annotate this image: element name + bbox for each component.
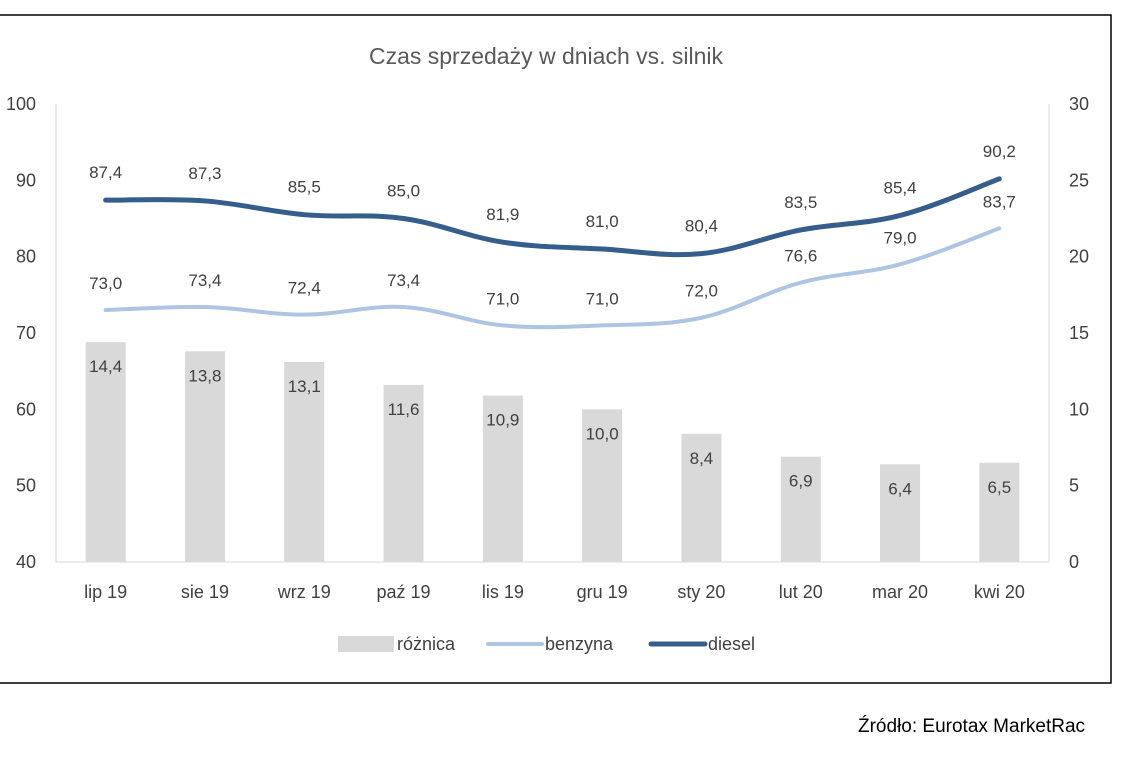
chart-border xyxy=(0,14,1112,684)
left-axis-tick-label: 90 xyxy=(16,170,36,190)
line-diesel xyxy=(103,176,1002,258)
x-axis-tick-label: wrz 19 xyxy=(277,582,331,602)
line-data-label-benzyna: 72,4 xyxy=(288,279,321,298)
x-axis-tick-label: paź 19 xyxy=(377,582,431,602)
bar-data-label: 11,6 xyxy=(388,400,420,419)
bar-roznica xyxy=(482,395,523,562)
right-axis-tick-label: 0 xyxy=(1069,552,1079,572)
bar-series-roznica xyxy=(85,342,1020,562)
bar-data-label: 13,8 xyxy=(188,366,221,385)
right-axis-tick-label: 15 xyxy=(1069,323,1089,343)
bar-roznica xyxy=(383,384,424,562)
left-axis-tick-label: 50 xyxy=(16,476,36,496)
line-data-label-diesel: 81,9 xyxy=(486,205,519,224)
left-axis-tick-label: 40 xyxy=(16,552,36,572)
data-labels: 14,4 13,8 13,1 11,6 10,9 10,0 8,4 6,9 6,4 6,5 73,0… xyxy=(89,142,1016,498)
bar-data-label: 6,5 xyxy=(988,478,1012,497)
legend-label-benzyna: benzyna xyxy=(545,634,614,654)
x-axis-tick-label: lip 19 xyxy=(84,582,127,602)
line-data-label-benzyna: 71,0 xyxy=(486,289,519,308)
line-data-label-diesel: 83,5 xyxy=(784,193,817,212)
legend-label-diesel: diesel xyxy=(708,634,755,654)
line-benzyna xyxy=(103,226,1002,330)
x-axis-ticks: lip 19 sie 19 wrz 19 paź 19 lis 19 gru 19 sty … xyxy=(84,582,1025,602)
left-axis-tick-label: 70 xyxy=(16,323,36,343)
line-data-label-diesel: 81,0 xyxy=(586,212,619,231)
right-axis-ticks: 0 5 10 15 20 25 30 xyxy=(1069,94,1089,572)
line-data-label-diesel: 85,5 xyxy=(288,178,321,197)
x-axis-tick-label: lut 20 xyxy=(779,582,823,602)
source-note: Źródło: Eurotax MarketRac xyxy=(858,716,1086,737)
line-data-label-diesel: 80,4 xyxy=(685,217,718,236)
bar-roznica xyxy=(780,456,821,562)
line-data-label-benzyna: 83,7 xyxy=(983,192,1016,211)
line-data-label-benzyna: 73,0 xyxy=(89,274,122,293)
right-axis-tick-label: 10 xyxy=(1069,399,1089,419)
x-axis-tick-label: mar 20 xyxy=(872,582,928,602)
legend: różnica benzyna diesel xyxy=(338,634,755,654)
bar-data-label: 10,9 xyxy=(486,411,519,430)
line-data-label-benzyna: 76,6 xyxy=(784,247,817,266)
line-data-label-benzyna: 71,0 xyxy=(586,289,619,308)
bar-data-label: 10,0 xyxy=(586,424,619,443)
x-axis-tick-label: sie 19 xyxy=(181,582,229,602)
line-data-label-diesel: 87,4 xyxy=(89,163,122,182)
line-data-label-diesel: 85,0 xyxy=(387,182,420,201)
right-axis-tick-label: 25 xyxy=(1069,170,1089,190)
bar-roznica xyxy=(582,409,623,562)
line-data-label-benzyna: 72,0 xyxy=(685,282,718,301)
bar-roznica xyxy=(184,351,225,562)
left-axis-tick-label: 100 xyxy=(6,94,36,114)
x-axis-tick-label: gru 19 xyxy=(577,582,628,602)
line-data-label-benzyna: 73,4 xyxy=(387,271,420,290)
chart-title: Czas sprzedaży w dniach vs. silnik xyxy=(369,43,724,69)
bar-roznica xyxy=(681,433,722,562)
x-axis-tick-label: lis 19 xyxy=(482,582,524,602)
legend-swatch-różnica xyxy=(338,636,394,652)
right-axis-tick-label: 20 xyxy=(1069,247,1089,267)
line-data-label-diesel: 85,4 xyxy=(884,178,917,197)
bar-roznica xyxy=(880,464,921,562)
line-series xyxy=(103,176,1002,330)
right-axis-tick-label: 5 xyxy=(1069,476,1079,496)
line-data-label-diesel: 90,2 xyxy=(983,142,1016,161)
bar-data-label: 8,4 xyxy=(690,449,714,468)
bar-roznica xyxy=(979,462,1020,562)
line-data-label-benzyna: 73,4 xyxy=(188,271,221,290)
right-axis-tick-label: 30 xyxy=(1069,94,1089,114)
line-data-label-diesel: 87,3 xyxy=(188,164,221,183)
bar-roznica xyxy=(284,362,325,562)
bar-data-label: 6,4 xyxy=(888,479,912,498)
bar-data-label: 13,1 xyxy=(288,377,321,396)
x-axis-tick-label: sty 20 xyxy=(677,582,725,602)
legend-label-różnica: różnica xyxy=(397,634,456,654)
bar-roznica xyxy=(85,342,126,562)
left-axis-ticks: 40 50 60 70 80 90 100 xyxy=(6,94,36,572)
left-axis-tick-label: 60 xyxy=(16,399,36,419)
left-axis-tick-label: 80 xyxy=(16,247,36,267)
bar-data-label: 6,9 xyxy=(789,472,813,491)
bar-data-label: 14,4 xyxy=(89,357,122,376)
x-axis-tick-label: kwi 20 xyxy=(974,582,1025,602)
line-data-label-benzyna: 79,0 xyxy=(884,228,917,247)
